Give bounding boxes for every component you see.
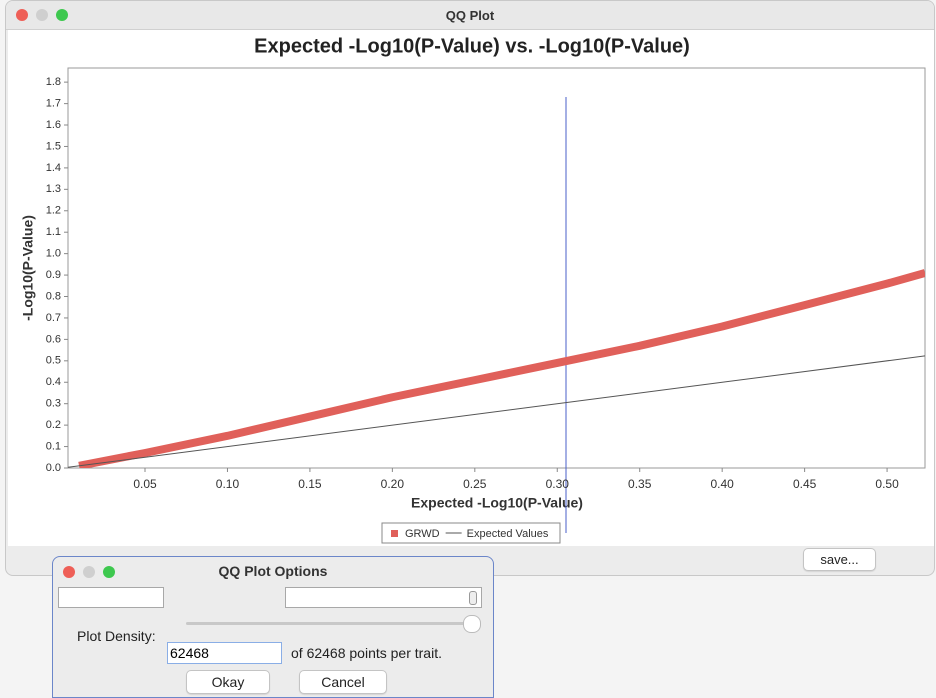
y-tick-label: 1.0 (46, 248, 61, 260)
zoom-button[interactable] (56, 9, 68, 21)
x-axis-label: Expected -Log10(P-Value) (411, 495, 583, 511)
expected-line (68, 355, 925, 468)
chart: Expected -Log10(P-Value) vs. -Log10(P-Va… (8, 30, 934, 546)
y-tick-label: 1.8 (46, 76, 61, 88)
legend-label: GRWD (405, 528, 440, 540)
legend-label: Expected Values (467, 528, 549, 540)
plot-layer (68, 269, 925, 468)
x-tick-label: 0.15 (298, 477, 322, 491)
x-tick-label: 0.10 (216, 477, 240, 491)
okay-button[interactable]: Okay (186, 670, 270, 694)
window-title: QQ Plot (445, 8, 495, 23)
y-tick-label: 1.1 (46, 226, 61, 238)
dialog-minimize[interactable] (83, 566, 95, 578)
y-tick-label: 1.4 (46, 162, 61, 174)
legend-swatch (391, 530, 398, 537)
y-tick-label: 1.6 (46, 119, 61, 131)
y-axis-label: -Log10(P-Value) (20, 215, 36, 321)
save-button[interactable]: save... (803, 548, 876, 571)
combo-field[interactable] (285, 587, 482, 608)
x-tick-label: 0.25 (463, 477, 487, 491)
minimize-button[interactable] (36, 9, 48, 21)
chart-title: Expected -Log10(P-Value) vs. -Log10(P-Va… (254, 35, 690, 57)
y-tick-label: 0.3 (46, 398, 61, 410)
slider-knob[interactable] (463, 615, 481, 633)
legend (381, 522, 561, 544)
y-tick-label: 0.9 (46, 269, 61, 281)
dialog-title: QQ Plot Options (218, 563, 328, 579)
y-tick-label: 0.7 (46, 312, 61, 324)
y-tick-label: 1.5 (46, 140, 61, 152)
point-band (78, 269, 925, 468)
y-tick-label: 0.1 (46, 440, 61, 452)
y-tick-label: 1.3 (46, 183, 61, 195)
y-tick-label: 0.8 (46, 290, 61, 302)
y-tick-label: 1.7 (46, 97, 61, 109)
x-tick-label: 0.45 (793, 477, 817, 491)
qq-plot-window: QQ Plot Expected -Log10(P-Value) vs. -Lo… (5, 0, 935, 576)
x-tick-label: 0.05 (133, 477, 157, 491)
density-input[interactable]: 62468 (167, 642, 282, 664)
dialog-zoom[interactable] (103, 566, 115, 578)
y-tick-label: 0.4 (46, 376, 61, 388)
y-tick-label: 0.5 (46, 355, 61, 367)
x-tick-label: 0.20 (381, 477, 405, 491)
dialog-close[interactable] (63, 566, 75, 578)
y-tick-label: 1.2 (46, 205, 61, 217)
page: QQ Plot Expected -Log10(P-Value) vs. -Lo… (5, 0, 935, 698)
title-bar: QQ Plot (6, 1, 934, 30)
x-tick-label: 0.30 (546, 477, 570, 491)
y-tick-label: 0.6 (46, 333, 61, 345)
x-tick-label: 0.40 (710, 477, 734, 491)
x-tick-label: 0.35 (628, 477, 652, 491)
options-dialog: QQ Plot Options Plot Density: 62468 of 6… (52, 556, 494, 698)
y-tick-label: 0.2 (46, 419, 61, 431)
y-tick-label: 0.0 (46, 462, 61, 474)
density-note: of 62468 points per trait. (291, 645, 442, 661)
density-label: Plot Density: (77, 628, 156, 644)
x-tick-label: 0.50 (875, 477, 899, 491)
plot-area (67, 67, 926, 469)
close-button[interactable] (16, 9, 28, 21)
density-slider[interactable] (186, 622, 470, 625)
cancel-button[interactable]: Cancel (299, 670, 387, 694)
scroll-thumb (469, 591, 477, 605)
text-field[interactable] (58, 587, 164, 608)
